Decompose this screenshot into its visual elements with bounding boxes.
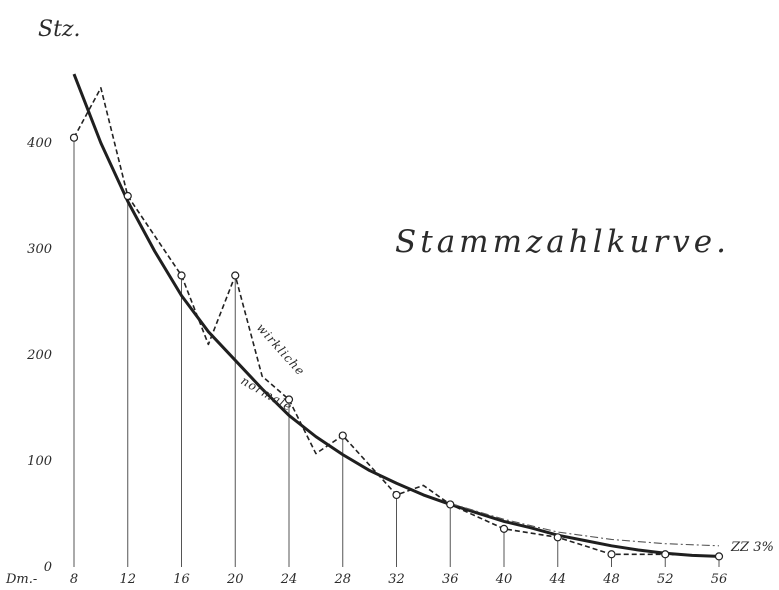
data-point-32 [392,490,401,500]
x-axis-label: Dm.- [5,572,37,587]
data-point-44 [553,533,562,542]
x-tick-12: 12 [119,572,136,587]
data-point-48 [607,550,616,559]
x-tick-32: 32 [388,572,405,587]
chart-title: Stammzahlkurve. [395,224,730,260]
x-tick-labels: 8 12 16 20 24 28 32 36 40 44 48 52 56 [70,572,727,587]
data-point-16 [177,271,186,280]
value-lines [73,137,720,567]
x-tick-20: 20 [226,572,244,587]
x-tick-24: 24 [280,572,298,587]
series-layer [72,73,720,558]
annotation-label: ZZ 3% [730,540,774,555]
data-point-36 [446,500,455,509]
x-tick-48: 48 [602,572,620,587]
data-point-24 [284,395,294,404]
data-point-12 [123,191,132,201]
y-axis-label: Stz. [38,17,81,42]
y-tick-labels: 0 100 200 300 400 [26,136,52,575]
data-point-52 [661,550,670,559]
x-tick-56: 56 [711,572,728,587]
series-wirkliche [73,87,720,558]
series-normale [72,73,720,558]
data-point-56 [714,552,724,561]
marker-layer [69,133,724,561]
series-zuwachs-3pct [450,502,720,547]
data-point-28 [338,431,347,440]
y-tick-400: 400 [26,136,52,151]
x-tick-8: 8 [70,572,78,587]
y-tick-0: 0 [44,560,52,575]
data-point-8 [69,133,79,142]
x-tick-36: 36 [442,572,459,587]
x-tick-44: 44 [548,572,566,587]
y-tick-200: 200 [26,348,52,363]
label-wirkliche: wirkliche [254,321,308,379]
x-tick-28: 28 [333,572,351,587]
x-tick-40: 40 [495,572,513,587]
data-point-40 [499,524,509,533]
y-tick-300: 300 [27,242,52,257]
data-point-20 [231,271,240,280]
x-tick-16: 16 [173,572,190,587]
y-tick-100: 100 [27,454,52,469]
x-tick-52: 52 [657,572,674,587]
